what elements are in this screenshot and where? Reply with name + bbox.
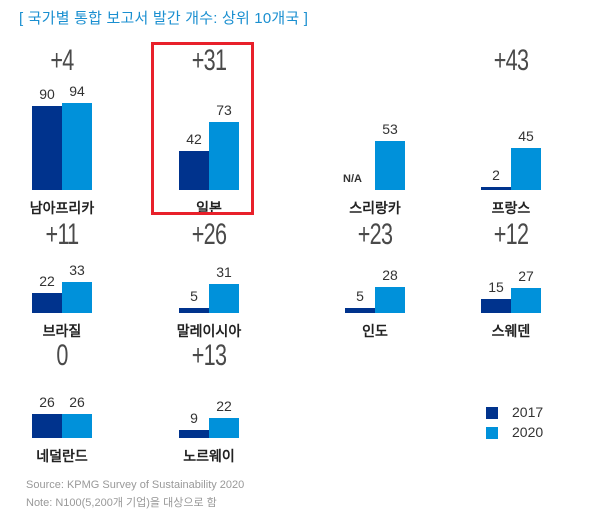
chart-title: [ 국가별 통합 보고서 발간 개수: 상위 10개국 ] [19, 10, 309, 27]
country-label: 말레이시아 [176, 323, 242, 339]
bar-2020 [209, 417, 239, 438]
bar-2017 [179, 150, 209, 190]
value-label-2020: 33 [69, 262, 85, 279]
delta-value: 0 [56, 339, 68, 372]
legend-swatch-2017 [486, 407, 498, 419]
source-note: Source: KPMG Survey of Sustainability 20… [26, 479, 245, 491]
bar-2017 [179, 308, 209, 313]
delta-value: +43 [493, 44, 529, 77]
value-label-2017: 9 [190, 409, 198, 426]
value-label-2017: 5 [356, 288, 364, 305]
value-label-2017: 22 [39, 272, 55, 289]
delta-value: +13 [191, 339, 227, 372]
bar-2017 [345, 308, 375, 313]
country-label: 프랑스 [491, 200, 531, 216]
bar-2017 [179, 429, 209, 438]
bar-2017 [481, 187, 511, 190]
bar-2017 [32, 106, 62, 190]
bar-2020 [209, 284, 239, 313]
bar-2020 [375, 140, 405, 190]
bar-2020 [209, 122, 239, 190]
country-label: 브라질 [42, 323, 82, 339]
legend-swatch-2020 [486, 427, 498, 439]
bar-2020 [511, 148, 541, 190]
country-label: 노르웨이 [183, 448, 235, 464]
country-label: 인도 [362, 323, 388, 339]
country-label: 남아프리카 [29, 200, 95, 216]
value-label-2020: 27 [518, 267, 534, 284]
legend-label-2017: 2017 [512, 404, 544, 420]
country-label: 스리랑카 [349, 200, 401, 216]
delta-value: +31 [191, 44, 227, 77]
value-label-2017: 5 [190, 288, 198, 305]
bar-2017 [481, 299, 511, 313]
delta-value: +11 [45, 218, 80, 251]
value-label-2017: 42 [186, 130, 202, 147]
value-label-2017: 15 [488, 279, 504, 296]
value-label-2020: 31 [216, 264, 232, 281]
delta-value: +23 [357, 218, 393, 251]
value-label-2017: 26 [39, 393, 55, 410]
delta-value: +12 [493, 218, 529, 251]
value-label-2017-na: N/A [343, 173, 362, 185]
delta-value: +26 [191, 218, 227, 251]
bar-2020 [62, 413, 92, 438]
bar-2020 [375, 286, 405, 313]
value-label-2020: 28 [382, 266, 398, 283]
value-label-2020: 94 [69, 82, 85, 99]
value-label-2020: 73 [216, 102, 232, 119]
bar-2020 [62, 282, 92, 313]
value-label-2020: 22 [216, 397, 232, 414]
bar-2020 [62, 102, 92, 190]
value-label-2017: 2 [492, 167, 500, 183]
value-label-2020: 45 [518, 128, 534, 145]
legend-label-2020: 2020 [512, 424, 544, 440]
footnote: Note: N100(5,200개 기업)을 대상으로 함 [26, 497, 217, 509]
bar-2017 [32, 292, 62, 313]
country-label: 스웨덴 [491, 323, 531, 339]
value-label-2017: 90 [39, 86, 55, 103]
bar-2017 [32, 413, 62, 438]
highlight-box-japan [151, 42, 254, 215]
value-label-2020: 53 [382, 120, 398, 137]
value-label-2020: 26 [69, 393, 85, 410]
bar-2020 [511, 287, 541, 313]
country-label: 네덜란드 [36, 448, 88, 464]
delta-value: +4 [50, 44, 74, 77]
